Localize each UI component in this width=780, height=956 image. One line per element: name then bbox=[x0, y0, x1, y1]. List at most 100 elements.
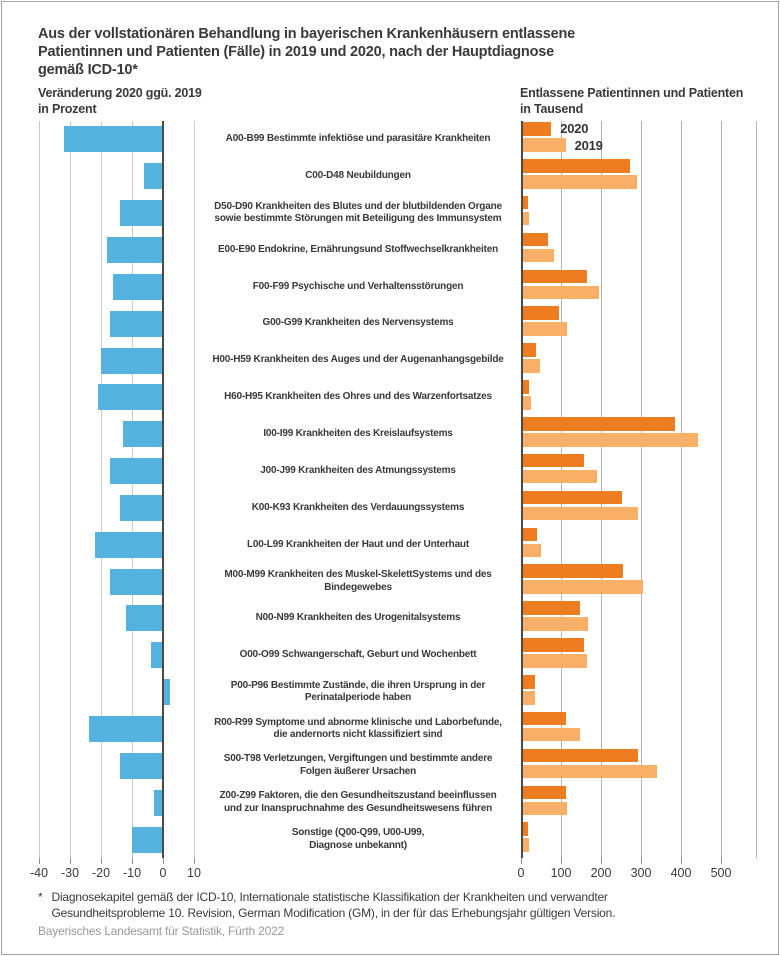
right-chart-title-line-1: Entlassene Patientinnen und Patienten bbox=[520, 86, 744, 100]
bar-2020 bbox=[522, 748, 638, 763]
category-label-line: R00-R99 Symptome und abnorme klinische u… bbox=[214, 716, 502, 728]
category-label: Sonstige (Q00-Q99, U00-U99, Diagnose unbe… bbox=[200, 821, 516, 858]
bar-2019 bbox=[522, 175, 638, 189]
axis-tick-label: 300 bbox=[630, 866, 652, 880]
footnote: * Diagnosekapitel gemäß der ICD-10, Inte… bbox=[38, 890, 615, 921]
bar-2019 bbox=[522, 469, 597, 484]
bar-2019 bbox=[522, 359, 540, 373]
gridline bbox=[70, 121, 71, 858]
footnote-marker: * bbox=[38, 890, 43, 904]
bar-2020 bbox=[522, 195, 529, 210]
category-label-line: D50-D90 Krankheiten des Blutes und der b… bbox=[214, 200, 502, 212]
pct-change-bar bbox=[125, 605, 163, 632]
category-label-line: Folgen äußerer Ursachen bbox=[300, 765, 416, 777]
bar-2019 bbox=[522, 617, 588, 631]
category-label-line: und zur Inanspruchnahme des Gesundheitsw… bbox=[224, 802, 492, 814]
gridline bbox=[681, 121, 682, 858]
bar-2019 bbox=[522, 285, 599, 300]
pct-change-bar bbox=[110, 310, 163, 337]
bar-2020 bbox=[522, 564, 623, 578]
axis-tick-label: -10 bbox=[122, 866, 142, 880]
pct-change-bar bbox=[122, 421, 163, 448]
category-label-line: O00-O99 Schwangerschaft, Geburt und Woch… bbox=[239, 649, 477, 661]
pct-change-bar bbox=[110, 458, 163, 485]
axis-tick-label: 200 bbox=[590, 866, 612, 880]
footnote-line-1: Diagnosekapitel gemäß der ICD-10, Intern… bbox=[51, 890, 608, 904]
category-label: E00-E90 Endokrine, Ernährungsund Stoffwe… bbox=[200, 232, 516, 269]
pct-change-bar bbox=[164, 679, 171, 706]
bar-2019 bbox=[522, 727, 580, 742]
axis-tick bbox=[70, 858, 71, 864]
title-line-2: Patientinnen und Patienten (Fälle) in 20… bbox=[38, 44, 554, 60]
axis-tick bbox=[561, 858, 562, 864]
pct-change-bar bbox=[153, 789, 163, 816]
axis-tick bbox=[39, 858, 40, 864]
right-chart-title-line-2: in Tausend bbox=[520, 102, 584, 116]
category-label: N00-N99 Krankheiten des Urogenitalsystem… bbox=[200, 600, 516, 637]
category-label: I00-I99 Krankheiten des Kreislaufsystems bbox=[200, 416, 516, 453]
plot-right-edge-line bbox=[756, 121, 757, 858]
category-label-line: K00-K93 Krankheiten des Verdauungssystem… bbox=[251, 501, 465, 513]
bar-2019 bbox=[522, 322, 567, 337]
axis-tick bbox=[132, 858, 133, 864]
axis-tick-row: -40 -30 -20 -10 0 10 0 100 200 300 400 500 bbox=[0, 858, 780, 892]
category-label-line: Z00-Z99 Faktoren, die den Gesundheitszus… bbox=[219, 790, 497, 802]
axis-tick-label: 0 bbox=[159, 866, 167, 880]
bar-2020 bbox=[522, 122, 552, 136]
category-label: D50-D90 Krankheiten des Blutes und der b… bbox=[200, 195, 516, 232]
left-chart-title: Veränderung 2020 ggü. 2019 in Prozent bbox=[38, 85, 202, 117]
bar-2020 bbox=[522, 232, 548, 247]
bar-2020 bbox=[522, 527, 537, 542]
category-label-line: A00-B99 Bestimmte infektiöse und parasit… bbox=[225, 133, 491, 145]
category-label-line: P00-P96 Bestimmte Zustände, die ihren Ur… bbox=[230, 679, 486, 691]
category-label-line: die andernorts nicht klassifiziert sind bbox=[273, 729, 443, 741]
bar-2019 bbox=[522, 248, 554, 263]
category-label: P00-P96 Bestimmte Zustände, die ihren Ur… bbox=[200, 674, 516, 711]
category-label-line: Diagnose unbekannt) bbox=[309, 839, 407, 851]
bar-2020 bbox=[522, 711, 566, 726]
category-label: K00-K93 Krankheiten des Verdauungssystem… bbox=[200, 490, 516, 527]
category-label: F00-F99 Psychische und Verhaltensstörung… bbox=[200, 268, 516, 305]
category-label-line: L00-L99 Krankheiten der Haut und der Unt… bbox=[247, 538, 469, 550]
category-label: H60-H95 Krankheiten des Ohres und des Wa… bbox=[200, 379, 516, 416]
bar-2019 bbox=[522, 396, 532, 410]
category-labels-column: A00-B99 Bestimmte infektiöse und parasit… bbox=[200, 121, 516, 858]
bar-2019 bbox=[522, 543, 542, 558]
pct-change-bar bbox=[107, 236, 163, 263]
percent-change-chart bbox=[33, 121, 196, 858]
pct-change-bar bbox=[119, 200, 163, 227]
category-label-line: F00-F99 Psychische und Verhaltensstörung… bbox=[252, 280, 464, 292]
axis-tick bbox=[601, 858, 602, 864]
category-label: G00-G99 Krankheiten des Nervensystems bbox=[200, 305, 516, 342]
axis-tick-label: 400 bbox=[670, 866, 692, 880]
category-label-line: M00-M99 Krankheiten des Muskel-SkelettSy… bbox=[224, 569, 492, 581]
category-label-line: G00-G99 Krankheiten des Nervensystems bbox=[262, 317, 454, 329]
category-label-line: Perinatalperiode haben bbox=[304, 692, 412, 704]
axis-tick-label: -30 bbox=[60, 866, 80, 880]
bar-2020 bbox=[522, 269, 587, 284]
zero-axis-line bbox=[521, 121, 523, 858]
bar-2019 bbox=[522, 838, 530, 852]
legend-2019-label: 2019 bbox=[574, 137, 603, 153]
bar-2019 bbox=[522, 690, 535, 705]
pct-change-bar bbox=[119, 494, 163, 521]
gridline bbox=[194, 121, 195, 858]
pct-change-bar bbox=[150, 642, 163, 669]
bar-2020 bbox=[522, 417, 675, 431]
category-label: S00-T98 Verletzungen, Vergiftungen und b… bbox=[200, 747, 516, 784]
source-credit: Bayerisches Landesamt für Statistik, Für… bbox=[38, 924, 285, 938]
axis-tick bbox=[641, 858, 642, 864]
bar-2020 bbox=[522, 638, 584, 652]
category-label: R00-R99 Symptome und abnorme klinische u… bbox=[200, 711, 516, 748]
page-title: Aus der vollstationären Behandlung in ba… bbox=[38, 25, 575, 79]
bar-2019 bbox=[522, 211, 530, 226]
gridline bbox=[561, 121, 562, 858]
axis-tick bbox=[163, 858, 164, 864]
legend-2020-label: 2020 bbox=[560, 121, 589, 136]
category-label-line: H00-H59 Krankheiten des Auges und der Au… bbox=[212, 354, 504, 366]
bar-2020 bbox=[522, 490, 622, 505]
gridline bbox=[641, 121, 642, 858]
bar-2019 bbox=[522, 138, 566, 152]
category-label: J00-J99 Krankheiten des Atmungssystems bbox=[200, 453, 516, 490]
